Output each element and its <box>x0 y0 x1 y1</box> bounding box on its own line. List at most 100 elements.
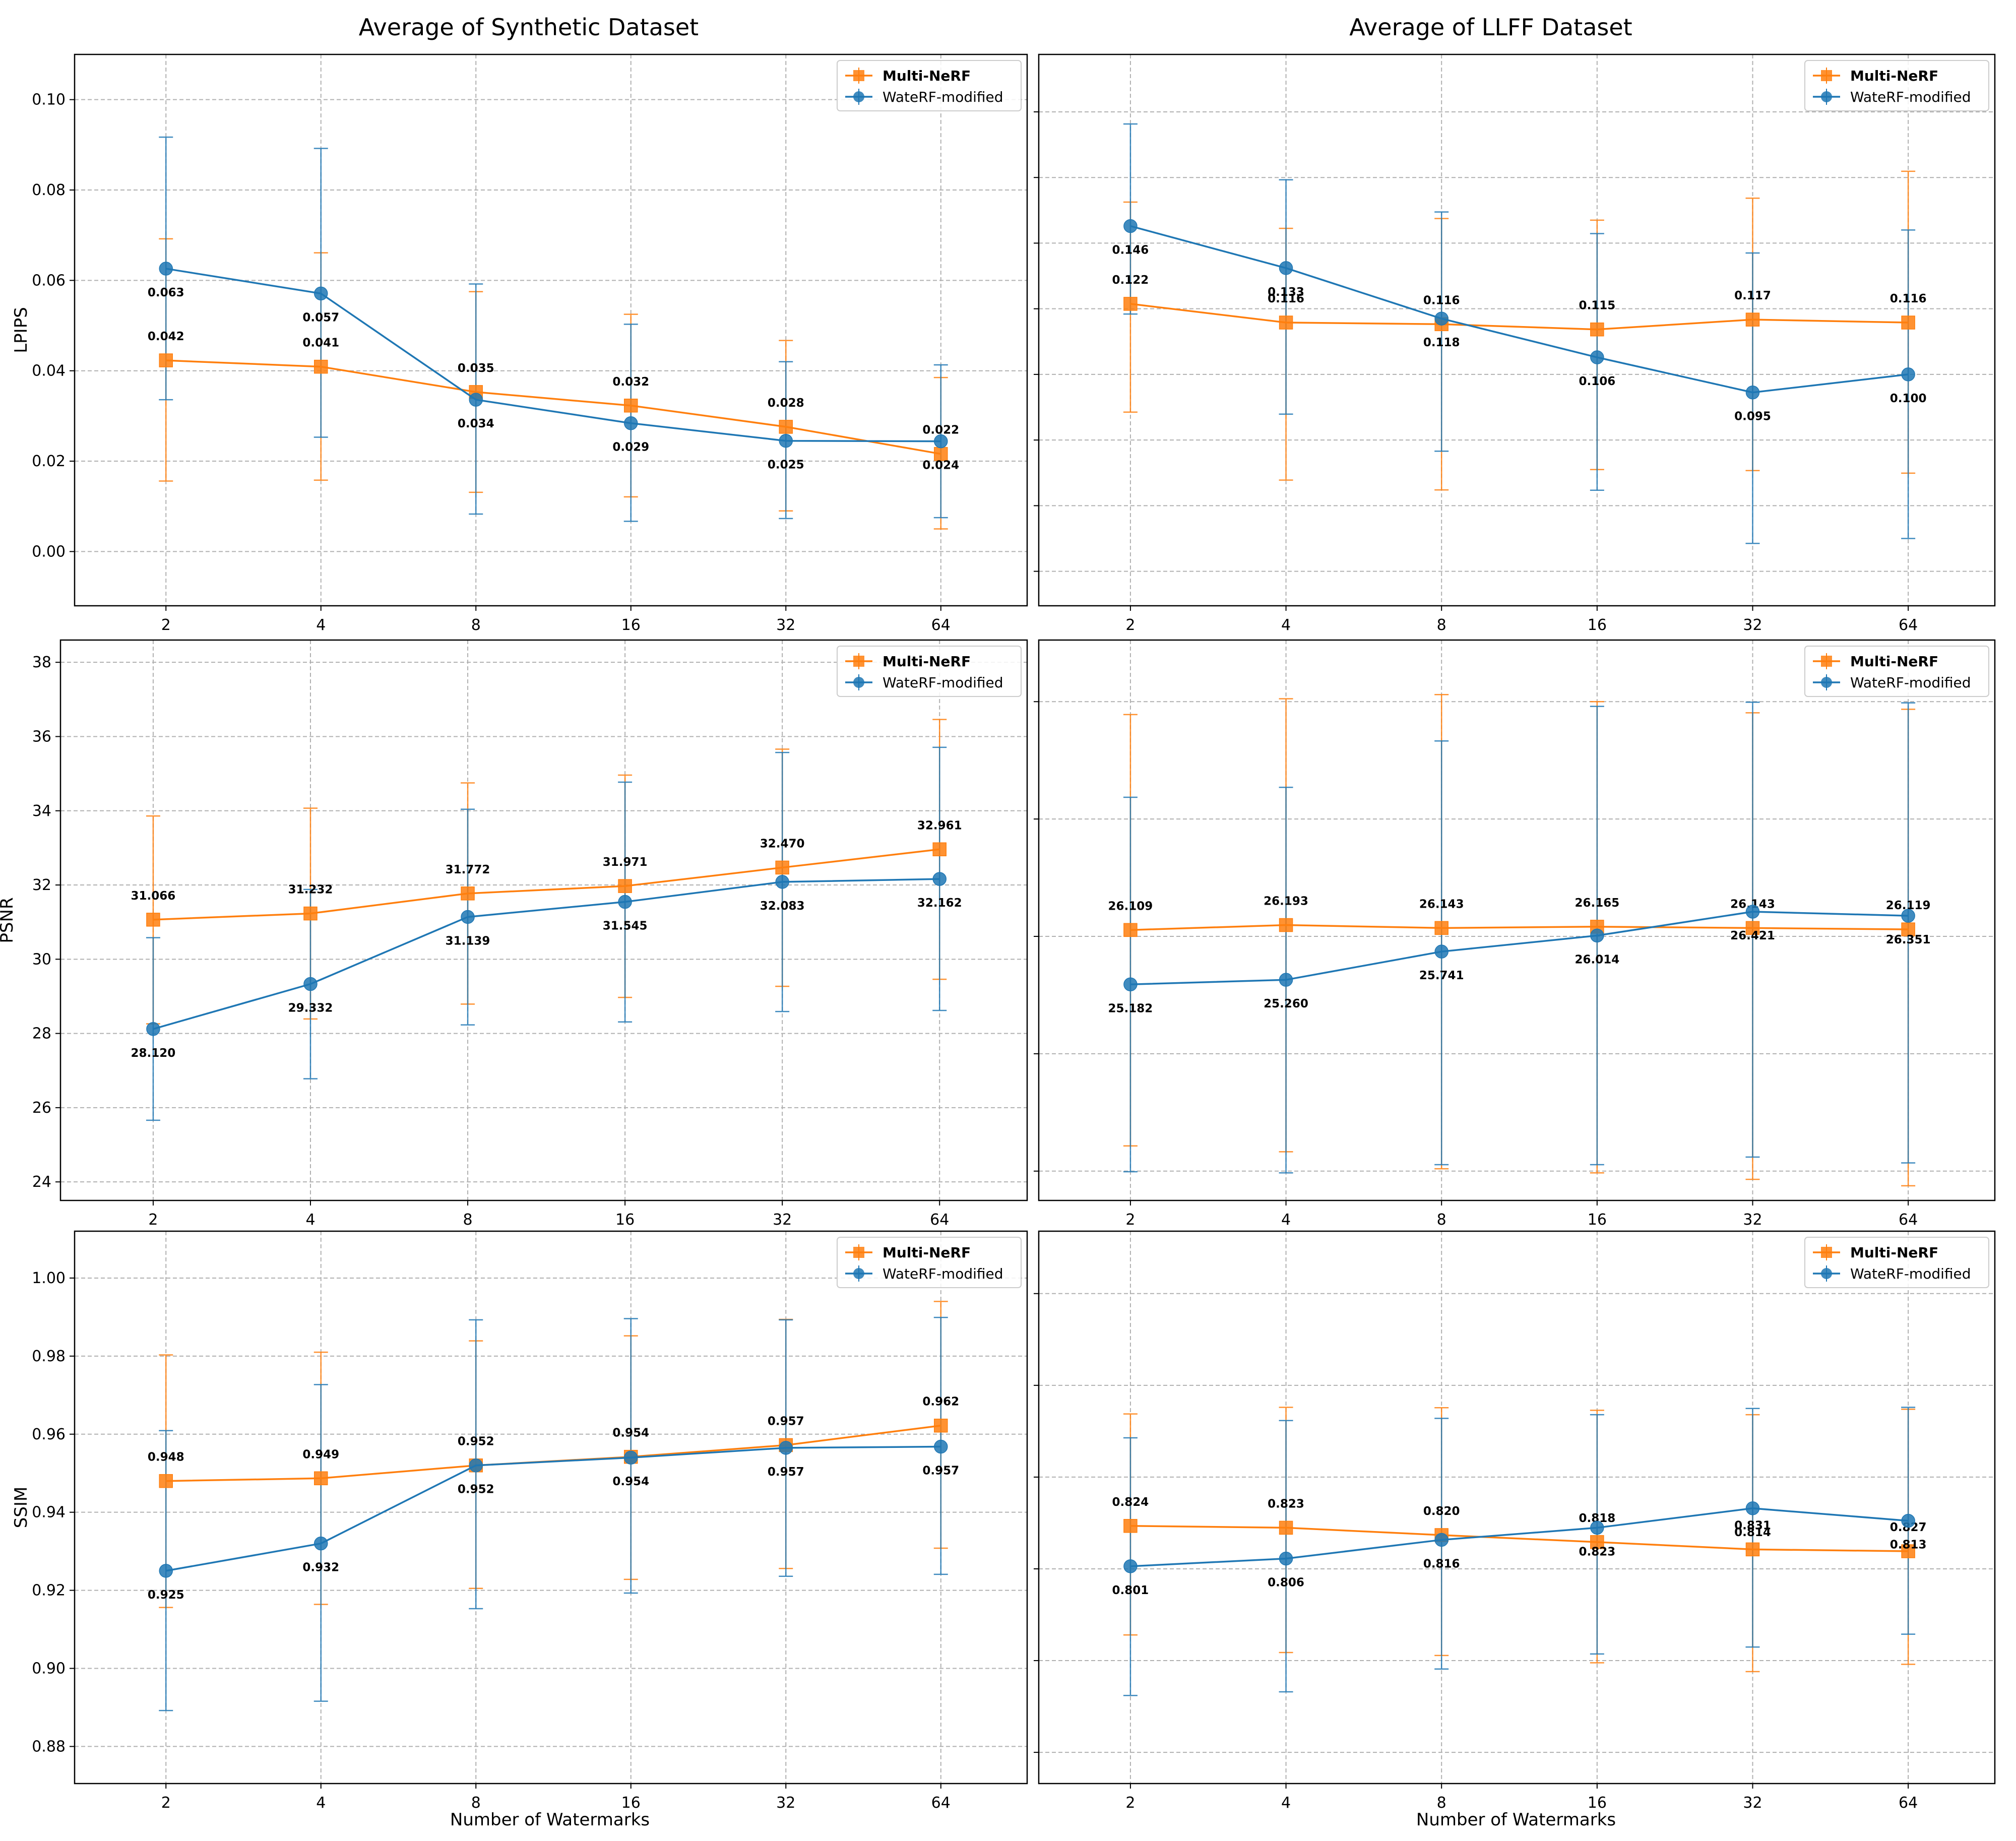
data-label: 31.232 <box>288 883 333 897</box>
data-point-multi-nerf <box>1745 1542 1760 1557</box>
data-label: 0.115 <box>1579 299 1615 312</box>
error-bar <box>1279 179 1293 415</box>
data-point-waterf-modified <box>314 286 328 301</box>
data-point-multi-nerf <box>314 1471 328 1486</box>
data-point-waterf-modified <box>1901 1513 1915 1528</box>
data-label: 0.116 <box>1423 294 1460 307</box>
x-tick-label: 2 <box>1125 616 1135 634</box>
data-point-multi-nerf <box>159 353 173 367</box>
data-label: 0.100 <box>1890 392 1927 405</box>
data-point-multi-nerf <box>1279 315 1293 330</box>
data-point-waterf-modified <box>934 434 948 449</box>
legend-entry: Multi-NeRF <box>1850 1244 1938 1261</box>
x-tick-label: 32 <box>1743 1211 1762 1229</box>
data-point-multi-nerf <box>1590 1535 1604 1549</box>
data-point-waterf-modified <box>314 1536 328 1551</box>
data-label: 0.957 <box>922 1465 959 1478</box>
y-tick-label: 0.90 <box>32 1660 66 1678</box>
x-tick-label: 64 <box>931 1794 951 1812</box>
data-label: 25.182 <box>1108 1002 1153 1015</box>
data-label: 0.948 <box>148 1451 184 1464</box>
data-point-multi-nerf <box>779 420 793 434</box>
data-label: 26.193 <box>1264 895 1308 908</box>
data-point-multi-nerf <box>146 913 160 927</box>
data-label: 0.042 <box>148 330 184 343</box>
data-point-waterf-modified <box>1590 1520 1604 1535</box>
y-tick-label: 0.98 <box>32 1348 66 1365</box>
legend-marker-circle <box>1821 91 1832 102</box>
y-tick-label: 28 <box>32 1025 51 1043</box>
x-tick-label: 8 <box>1437 1211 1446 1229</box>
axes-frame <box>1038 1230 1996 1785</box>
data-label: 31.545 <box>603 920 648 933</box>
x-axis-label-left: Number of Watermarks <box>450 1810 650 1830</box>
data-label: 25.260 <box>1264 997 1308 1010</box>
series-line-waterf-modified <box>1130 1507 1909 1567</box>
axes-frame <box>74 1230 1028 1785</box>
x-tick-label: 16 <box>1588 1794 1607 1812</box>
y-tick-label: 38 <box>32 654 51 671</box>
data-label: 0.954 <box>612 1475 649 1488</box>
data-label: 0.957 <box>768 1415 804 1428</box>
y-axis-label: PSNR <box>0 897 17 943</box>
y-tick-label: 0.08 <box>32 181 66 199</box>
data-point-multi-nerf <box>1123 1519 1138 1533</box>
data-label: 0.024 <box>922 459 959 472</box>
x-tick-label: 8 <box>1437 1794 1446 1812</box>
data-label: 0.041 <box>302 337 339 350</box>
data-point-waterf-modified <box>1590 928 1604 943</box>
data-label: 0.801 <box>1112 1584 1149 1597</box>
data-label: 32.470 <box>760 837 805 850</box>
y-tick-label: 0.92 <box>32 1582 66 1600</box>
data-label: 0.116 <box>1890 292 1927 305</box>
legend-entry: Multi-NeRF <box>1850 653 1938 670</box>
data-label: 0.949 <box>302 1448 339 1461</box>
data-label: 32.162 <box>917 897 962 910</box>
data-label: 0.133 <box>1268 286 1304 299</box>
x-tick-label: 2 <box>161 1794 171 1812</box>
data-point-waterf-modified <box>779 433 793 448</box>
series-line-multi-nerf <box>1130 303 1909 331</box>
data-label: 0.816 <box>1423 1557 1460 1570</box>
x-tick-label: 64 <box>1899 616 1918 634</box>
y-tick-label: 0.04 <box>32 362 66 380</box>
x-tick-label: 16 <box>1588 616 1607 634</box>
legend-entry: WateRF-modified <box>1850 1265 1971 1282</box>
data-point-multi-nerf <box>1123 297 1138 311</box>
x-tick-label: 32 <box>776 616 795 634</box>
data-label: 0.117 <box>1734 289 1771 302</box>
x-axis-label-right: Number of Watermarks <box>1416 1810 1616 1830</box>
data-point-waterf-modified <box>1590 350 1604 364</box>
y-tick-label: 24 <box>32 1173 51 1191</box>
data-point-waterf-modified <box>469 393 483 407</box>
series-line-waterf-modified <box>165 1445 941 1572</box>
x-tick-label: 16 <box>621 1794 641 1812</box>
y-tick-label: 0.06 <box>32 272 66 289</box>
data-point-waterf-modified <box>775 875 789 889</box>
data-point-multi-nerf <box>1901 922 1915 936</box>
data-label: 31.971 <box>603 856 648 869</box>
data-label: 26.421 <box>1730 929 1775 942</box>
y-tick-label: 0.88 <box>32 1738 66 1755</box>
data-label: 0.029 <box>612 441 649 454</box>
data-point-waterf-modified <box>1901 367 1915 382</box>
data-point-waterf-modified <box>1745 1501 1760 1515</box>
data-point-waterf-modified <box>303 977 318 991</box>
x-tick-label: 32 <box>1743 616 1762 634</box>
legend: Multi-NeRF WateRF-modified <box>1804 646 1989 697</box>
data-point-waterf-modified <box>159 1564 173 1578</box>
y-axis-label: LPIPS <box>11 307 31 353</box>
x-tick-label: 8 <box>471 1794 481 1812</box>
legend-marker-circle <box>853 1268 864 1279</box>
data-label: 28.120 <box>131 1047 176 1060</box>
y-tick-label: 0.10 <box>32 91 66 109</box>
error-bar <box>1745 1408 1760 1648</box>
data-point-waterf-modified <box>159 262 173 276</box>
data-label: 26.014 <box>1574 953 1619 966</box>
data-label: 0.954 <box>612 1427 649 1440</box>
data-label: 26.109 <box>1108 900 1153 913</box>
y-tick-label: 0.02 <box>32 453 66 470</box>
axes-frame <box>1038 53 1996 607</box>
data-label: 0.806 <box>1268 1576 1304 1590</box>
data-point-multi-nerf <box>1745 921 1760 935</box>
